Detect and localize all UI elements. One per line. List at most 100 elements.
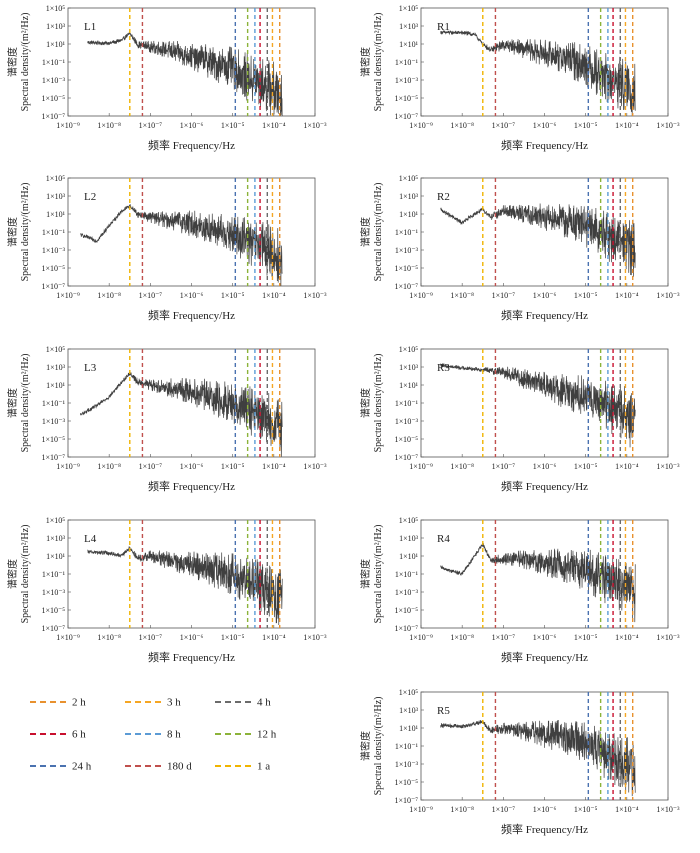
y-tick-label: 1×10⁻¹ xyxy=(42,399,66,408)
y-tick-label: 1×10⁻¹ xyxy=(395,399,419,408)
y-tick-label: 1×10¹ xyxy=(46,210,66,219)
chart-panel-r3: 1×10⁵1×10³1×10¹1×10⁻¹1×10⁻³1×10⁻⁵1×10⁻⁷1… xyxy=(359,345,680,493)
y-tick-label: 1×10⁵ xyxy=(46,516,66,525)
x-tick-label: 1×10⁻³ xyxy=(656,633,680,642)
x-tick-label: 1×10⁻⁹ xyxy=(56,633,80,642)
y-tick-label: 1×10⁵ xyxy=(46,174,66,183)
y-tick-label: 1×10⁻³ xyxy=(395,588,419,597)
legend-swatch xyxy=(215,701,251,704)
legend-label: 4 h xyxy=(257,696,271,709)
legend-item: 6 h xyxy=(30,728,86,744)
x-tick-label: 1×10⁻⁹ xyxy=(56,121,80,130)
x-tick-label: 1×10⁻⁴ xyxy=(262,121,286,130)
x-tick-label: 1×10⁻³ xyxy=(303,291,327,300)
x-tick-label: 1×10⁻⁷ xyxy=(492,462,516,471)
legend-swatch xyxy=(30,701,66,704)
x-tick-label: 1×10⁻⁹ xyxy=(56,291,80,300)
legend-label: 180 d xyxy=(167,760,192,773)
x-tick-label: 1×10⁻⁸ xyxy=(97,121,121,130)
x-axis-label: 频率 Frequency/Hz xyxy=(501,308,588,322)
x-tick-label: 1×10⁻⁵ xyxy=(221,291,245,300)
y-tick-label: 1×10⁻¹ xyxy=(42,570,66,579)
legend-item: 180 d xyxy=(125,760,192,776)
x-axis-label: 频率 Frequency/Hz xyxy=(148,650,235,664)
x-tick-label: 1×10⁻⁹ xyxy=(409,121,433,130)
legend-label: 6 h xyxy=(72,728,86,741)
y-tick-label: 1×10⁻¹ xyxy=(42,58,66,67)
plot-area xyxy=(440,692,636,800)
legend-item: 24 h xyxy=(30,760,91,776)
x-tick-label: 1×10⁻⁸ xyxy=(450,633,474,642)
chart-panel-l2: 1×10⁵1×10³1×10¹1×10⁻¹1×10⁻³1×10⁻⁵1×10⁻⁷1… xyxy=(6,174,327,322)
plot-frame xyxy=(67,519,316,629)
x-tick-label: 1×10⁻⁷ xyxy=(139,291,163,300)
legend-swatch xyxy=(30,733,66,736)
x-tick-label: 1×10⁻⁸ xyxy=(450,805,474,814)
x-tick-label: 1×10⁻⁶ xyxy=(533,121,557,130)
y-tick-label: 1×10⁻⁷ xyxy=(394,796,418,805)
y-axis-label-cn: 谱密度 xyxy=(6,559,19,589)
y-tick-label: 1×10³ xyxy=(399,192,419,201)
y-axis-label-cn: 谱密度 xyxy=(6,388,19,418)
y-axis-label-cn: 谱密度 xyxy=(6,47,19,77)
legend-label: 24 h xyxy=(72,760,92,773)
legend-item: 3 h xyxy=(125,696,181,712)
panel-label: R2 xyxy=(437,191,450,203)
y-tick-label: 1×10⁻³ xyxy=(42,76,66,85)
x-tick-label: 1×10⁻⁹ xyxy=(409,462,433,471)
y-axis-label-cn: 谱密度 xyxy=(359,559,372,589)
chart-panel-r5: 1×10⁵1×10³1×10¹1×10⁻¹1×10⁻³1×10⁻⁵1×10⁻⁷1… xyxy=(359,688,680,836)
legend-item: 8 h xyxy=(125,728,181,744)
y-tick-label: 1×10⁵ xyxy=(399,516,419,525)
y-tick-label: 1×10⁻³ xyxy=(395,760,419,769)
x-tick-label: 1×10⁻⁴ xyxy=(615,633,639,642)
x-tick-label: 1×10⁻⁴ xyxy=(262,462,286,471)
panel-label: L4 xyxy=(84,533,97,545)
legend-swatch xyxy=(125,733,161,736)
spectral-density-series xyxy=(440,363,636,448)
x-tick-label: 1×10⁻⁵ xyxy=(574,462,598,471)
y-axis-label-cn: 谱密度 xyxy=(359,217,372,247)
y-tick-label: 1×10⁵ xyxy=(399,174,419,183)
chart-panel-l1: 1×10⁵1×10³1×10¹1×10⁻¹1×10⁻³1×10⁻⁵1×10⁻⁷1… xyxy=(6,4,327,152)
plot-area xyxy=(440,8,636,116)
y-tick-label: 1×10⁻⁵ xyxy=(41,264,65,273)
panel-label: L3 xyxy=(84,362,97,374)
y-tick-label: 1×10⁵ xyxy=(399,688,419,697)
y-tick-label: 1×10⁻⁵ xyxy=(394,606,418,615)
panel-label: L1 xyxy=(84,21,96,33)
chart-panel-l3: 1×10⁵1×10³1×10¹1×10⁻¹1×10⁻³1×10⁻⁵1×10⁻⁷1… xyxy=(6,345,327,493)
y-tick-label: 1×10¹ xyxy=(399,210,419,219)
y-tick-label: 1×10⁻¹ xyxy=(395,58,419,67)
legend-item: 12 h xyxy=(215,728,276,744)
x-tick-label: 1×10⁻⁸ xyxy=(97,291,121,300)
x-axis-label: 频率 Frequency/Hz xyxy=(148,308,235,322)
x-tick-label: 1×10⁻³ xyxy=(303,121,327,130)
y-axis-label-en: Spectral density/(m²/Hz) xyxy=(373,13,384,112)
y-tick-label: 1×10⁵ xyxy=(399,4,419,13)
legend-swatch xyxy=(125,765,161,768)
y-tick-label: 1×10⁻⁵ xyxy=(41,606,65,615)
y-axis-label-cn: 谱密度 xyxy=(6,217,19,247)
spectral-density-series xyxy=(440,720,636,797)
panel-label: R1 xyxy=(437,21,450,33)
y-tick-label: 1×10⁻⁵ xyxy=(41,94,65,103)
panel-label: R4 xyxy=(437,533,450,545)
x-tick-label: 1×10⁻⁸ xyxy=(450,462,474,471)
y-tick-label: 1×10⁵ xyxy=(46,4,66,13)
spectral-density-series xyxy=(87,31,283,116)
x-tick-label: 1×10⁻⁵ xyxy=(221,121,245,130)
x-tick-label: 1×10⁻³ xyxy=(656,462,680,471)
y-tick-label: 1×10³ xyxy=(46,363,66,372)
y-tick-label: 1×10⁻⁷ xyxy=(41,624,65,633)
y-tick-label: 1×10⁻⁵ xyxy=(394,94,418,103)
y-tick-label: 1×10³ xyxy=(46,534,66,543)
y-tick-label: 1×10¹ xyxy=(399,724,419,733)
x-tick-label: 1×10⁻⁶ xyxy=(533,633,557,642)
y-tick-label: 1×10³ xyxy=(399,363,419,372)
legend-item: 1 a xyxy=(215,760,270,776)
y-tick-label: 1×10⁻⁵ xyxy=(394,778,418,787)
x-tick-label: 1×10⁻⁴ xyxy=(615,805,639,814)
y-tick-label: 1×10¹ xyxy=(46,381,66,390)
